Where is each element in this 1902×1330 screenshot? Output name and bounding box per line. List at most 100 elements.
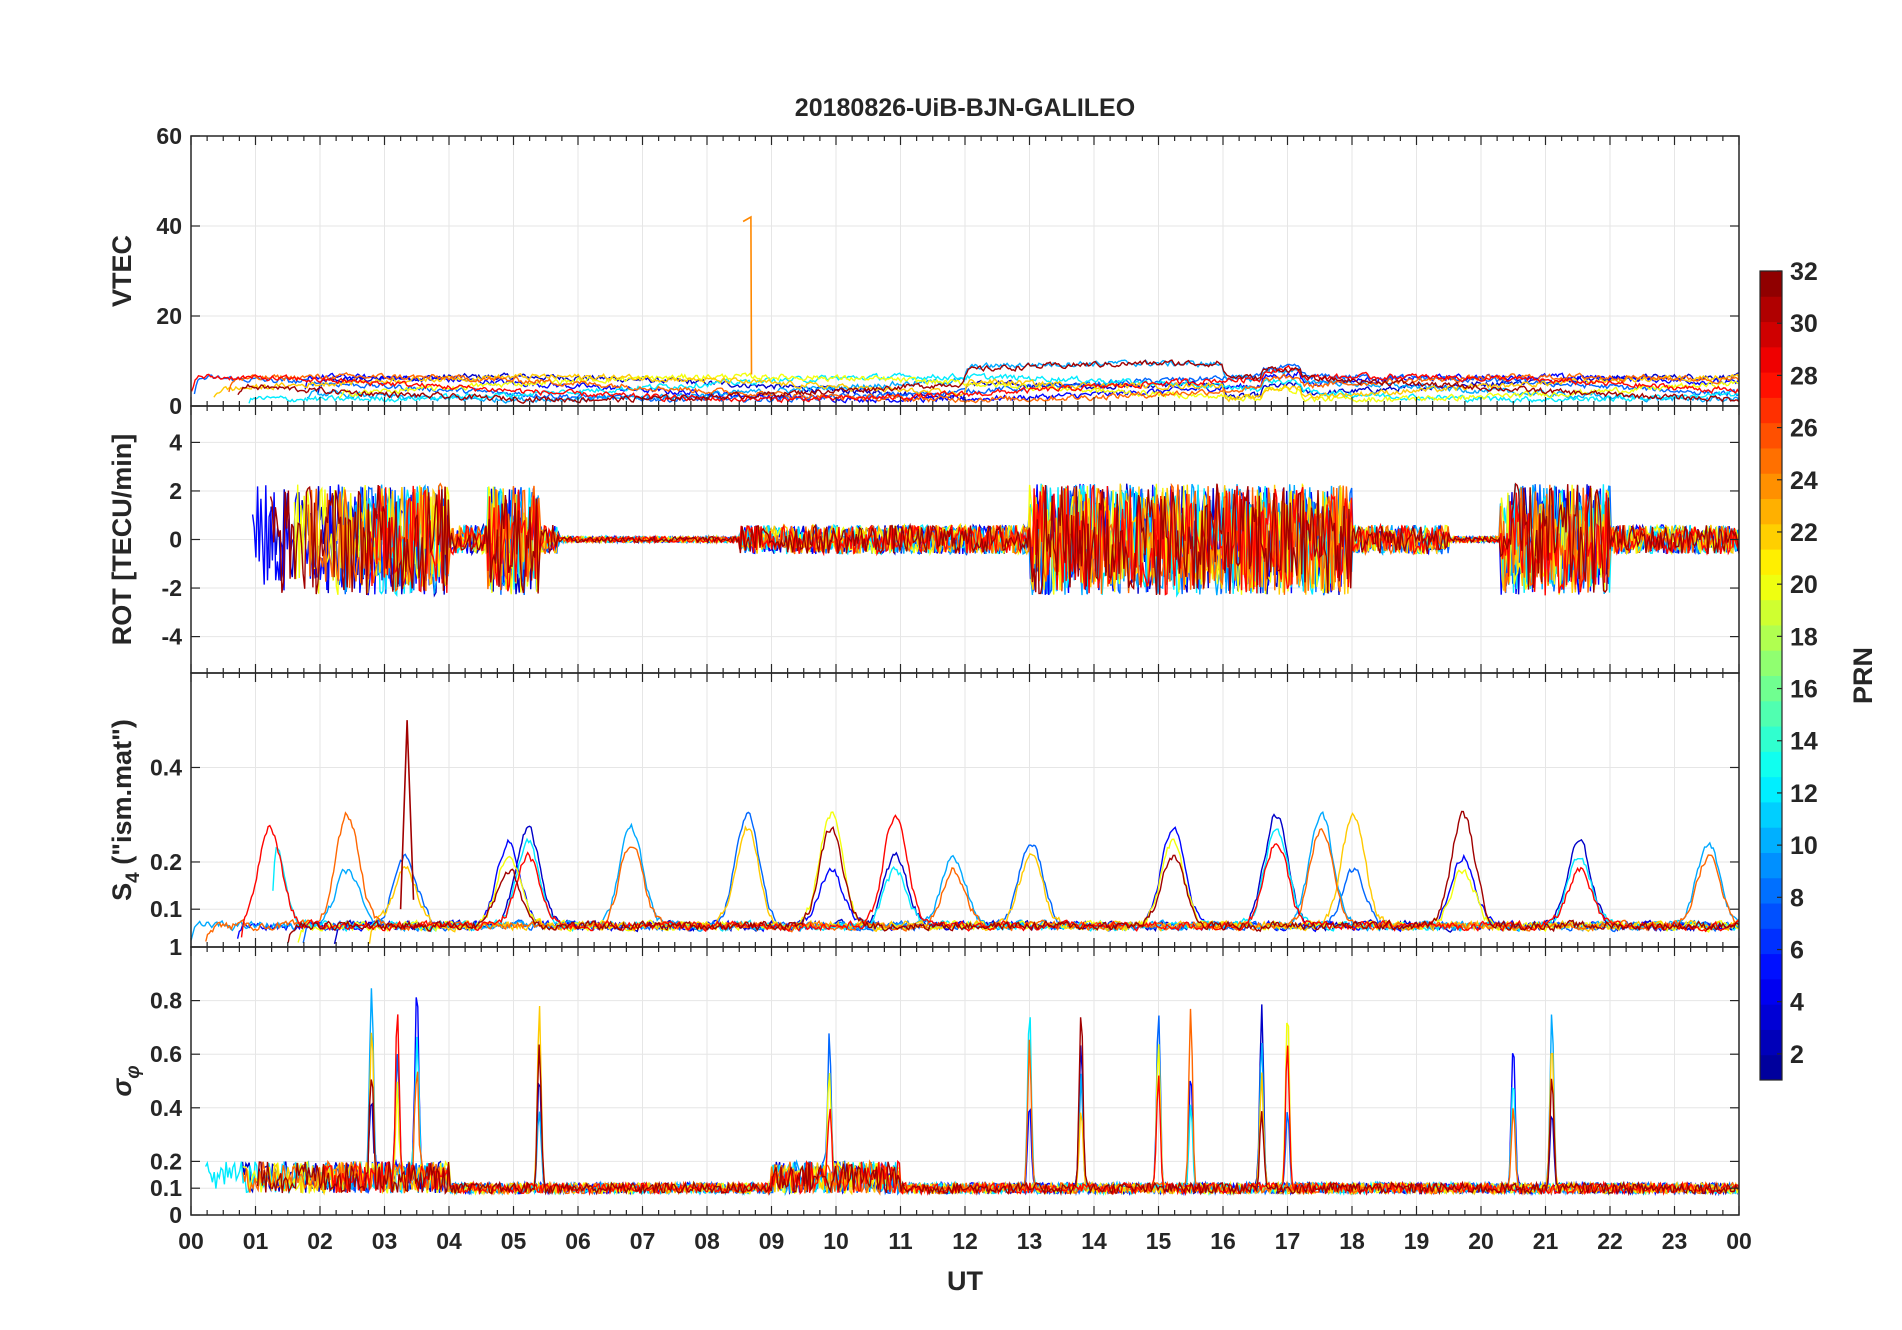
x-tick-label: 11 <box>888 1228 913 1254</box>
colorbar-segment <box>1760 397 1782 424</box>
colorbar-segment <box>1760 473 1782 500</box>
x-tick-label: 00 <box>1726 1228 1752 1254</box>
colorbar-segment <box>1760 447 1782 474</box>
y-axis-label: σφ <box>107 1065 144 1096</box>
colorbar-segment <box>1760 801 1782 828</box>
series-group <box>204 988 1739 1197</box>
vtec-spike-line <box>742 215 753 375</box>
colorbar-segment <box>1760 422 1782 449</box>
x-tick-label: 17 <box>1275 1228 1301 1254</box>
x-tick-label: 18 <box>1339 1228 1365 1254</box>
colorbar-segment <box>1760 726 1782 752</box>
y-tick-label: 0.2 <box>150 1148 182 1174</box>
x-axis-label: UT <box>947 1266 983 1296</box>
colorbar-tick-label: 12 <box>1790 780 1818 808</box>
x-tick-label: 00 <box>178 1228 204 1254</box>
colorbar-segment <box>1760 271 1782 297</box>
colorbar-segment <box>1760 877 1782 904</box>
y-axis-label-main: σ <box>107 1078 137 1097</box>
y-tick-label: 40 <box>156 213 182 239</box>
series-line-prn <box>228 372 1739 404</box>
colorbar-tick-label: 6 <box>1790 937 1804 965</box>
y-tick-label: 0 <box>169 527 182 553</box>
series-group <box>191 215 1739 404</box>
sigma-phi-panel: 00.10.2 0.4 0.6 0.8 1 σφ <box>107 934 1740 1228</box>
colorbar-segment <box>1760 1004 1782 1030</box>
colorbar-tick-label: 26 <box>1790 415 1818 443</box>
colorbar-segment <box>1760 776 1782 803</box>
y-axis-label-rest: ("ism.mat") <box>107 719 137 872</box>
y-tick-label: -2 <box>162 575 182 601</box>
grid-lines <box>191 136 1739 406</box>
colorbar-frame <box>1759 270 1783 1081</box>
colorbar-segment <box>1760 296 1782 323</box>
colorbar-segment <box>1760 903 1782 929</box>
y-tick-label: 0.1 <box>150 896 182 922</box>
y-tick-label: 0.4 <box>150 754 182 780</box>
y-tick-labels: -4 -2 0 2 4 <box>162 429 1739 650</box>
colorbar-segment <box>1760 549 1782 575</box>
x-tick-label: 09 <box>759 1228 785 1254</box>
x-ticks <box>190 136 1740 406</box>
y-axis-label: ROT [TECU/min] <box>107 434 137 645</box>
colorbar-tick-label: 10 <box>1790 832 1818 860</box>
colorbar-segment <box>1760 700 1782 727</box>
series-group <box>191 720 1739 945</box>
colorbar-tick-label: 22 <box>1790 519 1818 547</box>
x-tick-label: 22 <box>1597 1228 1623 1254</box>
colorbar-tick-label: 30 <box>1790 310 1818 338</box>
y-tick-label: 1 <box>169 934 182 960</box>
colorbar-segment <box>1760 827 1782 853</box>
colorbar-tick-label: 28 <box>1790 362 1818 390</box>
y-axis-label-sub: 4 <box>123 872 144 883</box>
y-tick-label: 0 <box>169 393 182 419</box>
y-tick-label: 20 <box>156 303 182 329</box>
colorbar-segment <box>1760 675 1782 702</box>
series-line-prn <box>191 364 1739 404</box>
colorbar-segment <box>1760 321 1782 348</box>
colorbar-segment <box>1760 1029 1782 1056</box>
x-tick-label: 13 <box>1017 1228 1043 1254</box>
colorbar-segment <box>1760 978 1782 1005</box>
rot-panel: -4 -2 0 2 4 ROT [TECU/min] <box>107 405 1740 674</box>
y-tick-label: 0.4 <box>150 1095 182 1121</box>
x-tick-label: 20 <box>1468 1228 1494 1254</box>
y-tick-label: 4 <box>169 429 182 455</box>
x-tick-label: 15 <box>1146 1228 1172 1254</box>
x-tick-label: 02 <box>307 1228 333 1254</box>
grid-lines <box>191 673 1739 947</box>
colorbar-tick-label: 18 <box>1790 623 1818 651</box>
s4-peak-line <box>399 720 415 910</box>
colorbar-label: PRN <box>1848 647 1878 704</box>
y-axis-label-sub: φ <box>123 1065 144 1078</box>
y-tick-labels: 0 20 40 60 <box>156 123 1739 419</box>
colorbar-segment <box>1760 372 1782 398</box>
colorbar-segment <box>1760 928 1782 955</box>
colorbar-segment <box>1760 1054 1782 1081</box>
y-tick-label: 2 <box>169 478 182 504</box>
colorbar-segment <box>1760 751 1782 778</box>
x-ticks <box>190 673 1740 947</box>
colorbar-tick-label: 32 <box>1790 258 1818 286</box>
y-tick-label: 0 <box>169 1202 182 1228</box>
colorbar-tick-label: 8 <box>1790 884 1804 912</box>
colorbar-segment <box>1760 624 1782 651</box>
colorbar-segment <box>1760 346 1782 373</box>
series-line-prn <box>237 359 1739 404</box>
x-tick-label: 21 <box>1533 1228 1559 1254</box>
y-axis-label: S4 ("ism.mat") <box>107 719 144 901</box>
s4-panel: 0.10.20.4S4 ("ism.mat") <box>107 672 1740 948</box>
y-tick-labels: 00.10.2 0.4 0.6 0.8 1 <box>150 934 1739 1228</box>
x-axis-tick-labels: 00 01 02 03 04 05 06 07 08 09 10 11 12 13 14 15 16 17 18 19… <box>178 1228 1752 1254</box>
x-tick-label: 19 <box>1404 1228 1430 1254</box>
colorbar-tick-label: 4 <box>1790 989 1804 1017</box>
series-line-prn <box>240 814 1739 938</box>
colorbar-tick-label: 20 <box>1790 571 1818 599</box>
x-ticks <box>190 947 1740 1215</box>
y-axis-label: VTEC <box>107 235 137 307</box>
x-tick-label: 08 <box>694 1228 720 1254</box>
y-tick-label: 60 <box>156 123 182 149</box>
series-line-prn <box>205 811 1739 942</box>
